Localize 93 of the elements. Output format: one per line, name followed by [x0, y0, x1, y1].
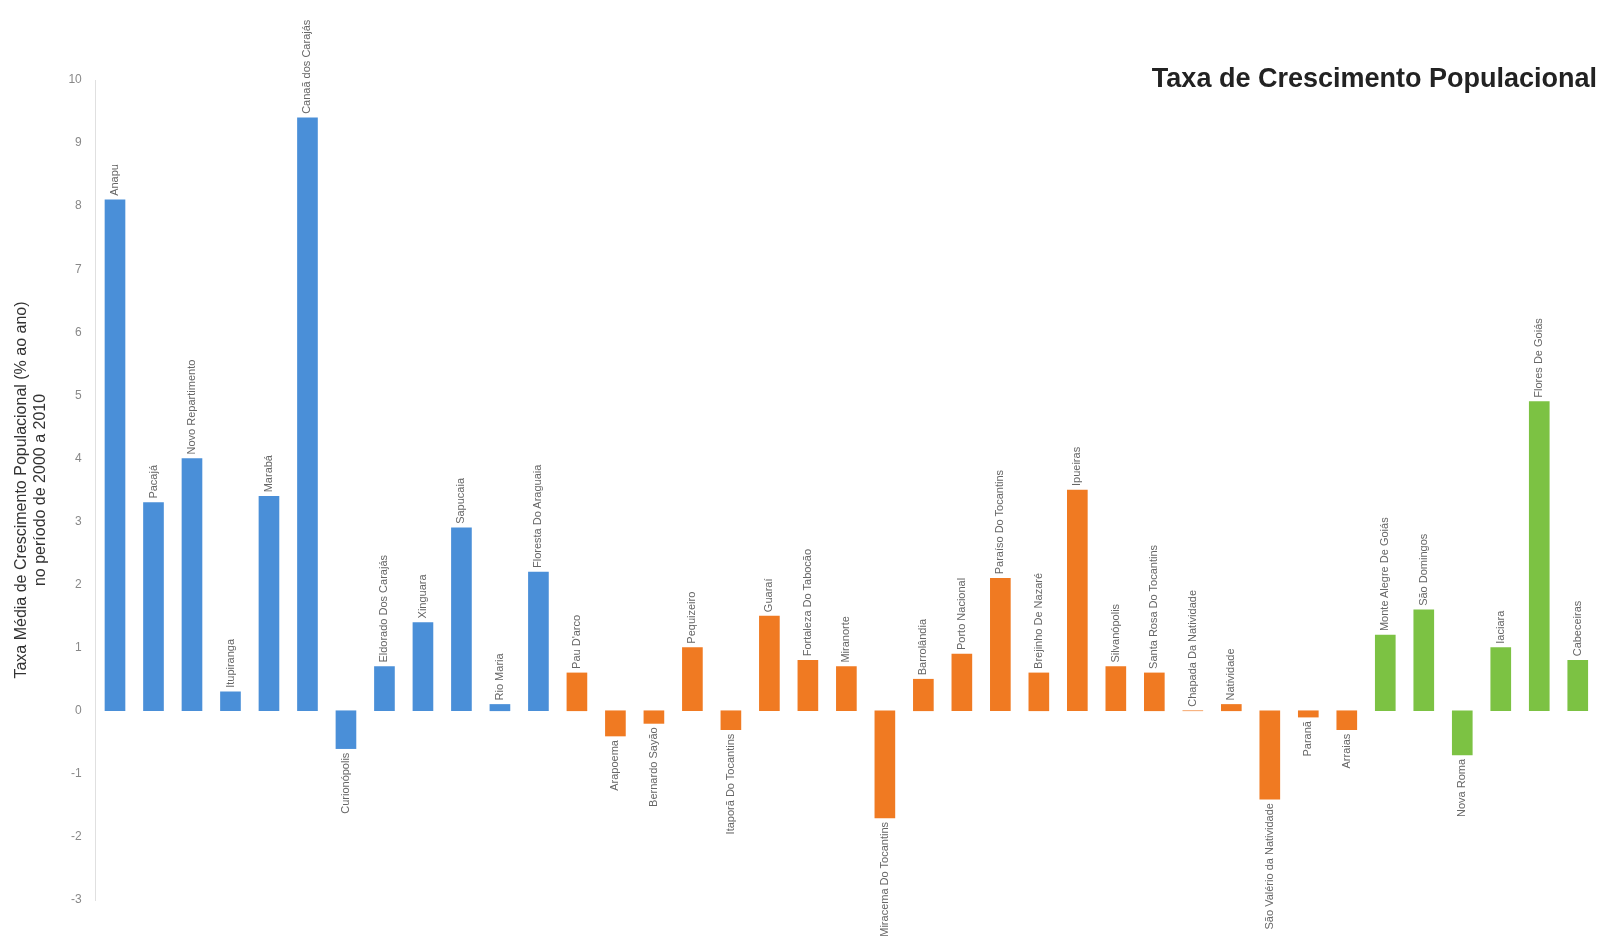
x-tick-label: Natividade: [1224, 648, 1237, 701]
x-tick-label: Sapucaia: [454, 477, 467, 524]
bar: [1490, 647, 1512, 712]
bar: [1259, 710, 1281, 800]
bar: [605, 710, 626, 737]
bar: [412, 622, 434, 712]
x-tick-label: Nova Roma: [1455, 758, 1468, 817]
bar: [1528, 401, 1550, 712]
bar: [143, 502, 164, 712]
y-tick-label: 4: [75, 450, 83, 465]
bar: [1451, 710, 1473, 756]
bar: [181, 458, 203, 712]
y-tick-label: 1: [75, 640, 83, 654]
x-tick-label: Arapoema: [608, 739, 621, 791]
bar: [643, 710, 665, 724]
y-tick-label: 2: [75, 576, 83, 591]
bar: [451, 527, 472, 712]
bar: [913, 678, 934, 712]
x-tick-label: Anapu: [108, 164, 121, 196]
x-tick-label: São Valério da Natividade: [1262, 803, 1275, 930]
y-tick-label: 8: [75, 198, 83, 213]
bar: [104, 199, 126, 712]
x-tick-label: Ipueiras: [1070, 446, 1083, 486]
y-tick-label: 7: [75, 261, 83, 276]
x-tick-label: Curionópolis: [338, 752, 351, 814]
x-tick-label: Bernardo Sayão: [646, 727, 659, 807]
x-tick-label: Itaporã Do Tocantins: [723, 733, 736, 835]
x-tick-label: Pau D'arco: [569, 614, 582, 669]
bar: [489, 704, 511, 712]
bar: [1413, 609, 1435, 712]
y-tick-label: -2: [71, 829, 83, 844]
bar: [951, 653, 973, 712]
x-tick-label: Paranã: [1301, 720, 1314, 757]
y-tick-label: 6: [75, 324, 83, 339]
x-tick-label: Floresta Do Araguaia: [531, 463, 544, 568]
x-tick-label: Pequizeiro: [685, 591, 698, 644]
x-tick-label: Marabá: [262, 454, 274, 493]
y-tick-label: 0: [75, 703, 83, 718]
x-tick-label: Pacajá: [146, 464, 159, 499]
y-tick-label: 5: [75, 387, 83, 402]
x-tick-label: Arraias: [1339, 733, 1352, 769]
bar: [1567, 659, 1589, 712]
bar: [759, 615, 780, 712]
x-tick-label: Miracema Do Tocantins: [877, 821, 890, 937]
bar: [1105, 666, 1127, 712]
bar: [990, 577, 1011, 712]
y-tick-label: 9: [75, 135, 83, 150]
x-tick-label: Cabeceiras: [1570, 600, 1583, 657]
y-tick-label: 10: [68, 72, 83, 87]
bar: [1297, 710, 1319, 718]
bar: [797, 659, 819, 712]
x-tick-label: Canaã dos Carajás: [300, 19, 313, 114]
x-tick-label: Monte Alegre De Goiás: [1378, 516, 1391, 632]
x-tick-label: Barrolândia: [916, 618, 929, 676]
x-tick-label: Brejinho De Nazaré: [1031, 572, 1044, 669]
y-axis-title: Taxa Média de Crescimento Populacional (% ao ano) no período de 2000 a 2010: [12, 301, 49, 679]
x-tick-label: Itupiranga: [223, 638, 236, 688]
x-tick-label: Xinguara: [415, 573, 428, 619]
chart-title: Taxa de Crescimento Populacional: [1151, 63, 1597, 94]
x-tick-label: Guaraí: [762, 578, 775, 613]
bar: [374, 666, 395, 712]
x-tick-label: Silvanópolis: [1108, 603, 1121, 663]
y-tick-label: -1: [71, 766, 83, 781]
y-tick-label: 3: [75, 513, 83, 528]
x-tick-label: Novo Repartimento: [185, 359, 198, 455]
bar: [1336, 710, 1358, 731]
bar: [258, 495, 280, 712]
bar: [1143, 672, 1165, 712]
bar: [1374, 634, 1396, 712]
bar: [1067, 489, 1088, 712]
bar: [297, 117, 318, 712]
x-tick-label: Flores De Goiás: [1532, 317, 1545, 398]
x-tick-label: Chapada Da Natividade: [1185, 589, 1198, 707]
bar: [566, 672, 588, 712]
x-tick-label: Porto Nacional: [954, 577, 967, 650]
x-tick-label: Rio Maria: [492, 652, 505, 701]
x-tick-label: Paraíso Do Tocantins: [993, 469, 1006, 575]
bar: [682, 647, 703, 712]
bar: [874, 710, 896, 819]
bar: [1220, 704, 1242, 712]
x-tick-label: Eldorado Dos Carajás: [377, 554, 390, 663]
bar: [220, 691, 241, 712]
bar: [335, 710, 357, 749]
bar: [836, 666, 857, 712]
bar: [720, 710, 742, 731]
x-tick-label: São Domingos: [1416, 533, 1429, 606]
bar: [528, 571, 549, 712]
y-tick-label: -3: [71, 892, 83, 907]
x-tick-label: Miranorte: [839, 616, 852, 663]
x-tick-label: Fortaleza Do Tabocão: [800, 548, 813, 657]
bar: [1028, 672, 1050, 712]
x-tick-label: Iaciara: [1493, 609, 1506, 644]
x-tick-label: Santa Rosa Do Tocantins: [1147, 544, 1160, 669]
